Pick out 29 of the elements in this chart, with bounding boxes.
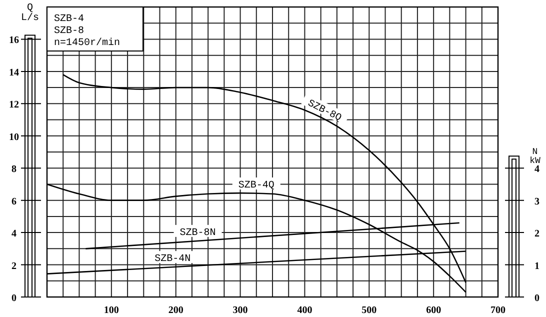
y2-tick-label: 4: [534, 164, 540, 176]
y-tick-label: 8: [12, 164, 16, 176]
x-tick-label: 400: [297, 305, 312, 316]
annotation: n=1450r/min: [54, 37, 120, 49]
y-tick-label: 2: [12, 260, 16, 272]
y-tick-label: 4: [12, 228, 16, 240]
series-label: SZB-4Q: [238, 180, 274, 192]
y-tick-label: 0: [12, 293, 16, 304]
y2-tick-label: 1: [534, 260, 540, 272]
y2-tick-label: 2: [534, 228, 540, 240]
y-tick-label: 6: [12, 196, 16, 208]
y2-axis-title: N kW: [530, 147, 541, 166]
annotation: SZB-4: [54, 14, 84, 25]
x-tick-label: 600: [426, 305, 442, 316]
x-tick-label: 500: [362, 305, 377, 316]
series-label: SZB-8N: [180, 228, 216, 239]
x-tick-label: 200: [168, 305, 184, 316]
y-tick-label: 16: [9, 35, 19, 46]
y-tick-label: 10: [9, 132, 19, 143]
y2-tick-label: 3: [534, 196, 540, 208]
y-tick-label: 12: [9, 100, 19, 111]
x-tick-label: 700: [490, 305, 506, 316]
y2-tick-label: 0: [534, 293, 540, 304]
x-tick-label: 100: [104, 305, 119, 316]
series-label: SZB-4N: [154, 254, 191, 266]
annotation: SZB-8: [54, 26, 84, 37]
y-tick-label: 14: [9, 67, 19, 78]
x-tick-label: 300: [232, 305, 248, 316]
y-axis-title: Q L/s: [20, 3, 40, 24]
